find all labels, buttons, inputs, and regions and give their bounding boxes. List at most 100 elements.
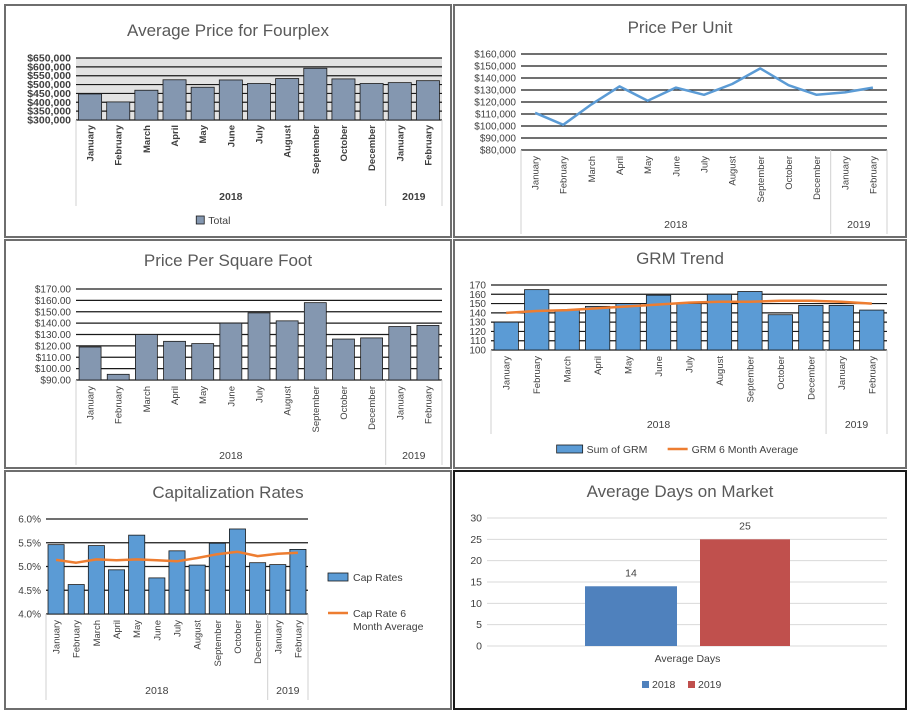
group-label-2019: 2019 (402, 191, 426, 203)
legend-swatch (195, 215, 205, 225)
bar-february-12 (289, 549, 307, 615)
x-category-label: March (92, 620, 103, 646)
y-tick-label: $80,000 (480, 146, 517, 157)
x-category-label: September (311, 125, 322, 174)
x-category-label: May (198, 124, 209, 143)
legend: Cap Rates Cap Rate 6 Month Average (327, 572, 424, 633)
y-tick-label: $100.00 (35, 364, 72, 375)
x-category-label: January (840, 156, 851, 190)
x-category-label: Average Days (655, 653, 721, 665)
bar-october-9 (228, 528, 246, 615)
line-series (534, 67, 874, 127)
bar-january-0 (47, 544, 65, 615)
x-category-label: July (173, 620, 184, 637)
bar-march-2 (134, 89, 159, 121)
y-tick-label: $110,000 (475, 110, 516, 121)
x-category-label: January (52, 620, 63, 654)
x-category-label: June (152, 620, 163, 641)
bar-may-4 (190, 86, 215, 121)
bar-2019 (700, 539, 790, 646)
x-category-label: July (255, 124, 266, 144)
x-category-label: February (72, 620, 83, 658)
bar-may-4 (615, 303, 641, 351)
x-category-label: March (587, 156, 598, 182)
x-category-label: August (283, 386, 294, 416)
y-tick-label: $100,000 (474, 122, 516, 133)
y-tick-label: 140 (469, 308, 486, 319)
x-category-label: July (700, 156, 711, 173)
legend-label: Total (208, 215, 230, 227)
x-category-label: June (226, 125, 237, 147)
x-category-label: May (132, 620, 143, 638)
x-category-label: February (423, 124, 434, 165)
y-tick-label: $120.00 (35, 341, 72, 352)
x-category-label: February (114, 124, 125, 165)
y-tick-label: 30 (470, 513, 482, 525)
legend: 2018 2019 (642, 679, 722, 691)
x-category-label: October (339, 386, 350, 420)
y-tick-label: $450,000 (27, 88, 71, 100)
chart-title: Price Per Square Foot (144, 251, 312, 270)
y-tick-label: 15 (470, 577, 482, 589)
y-tick-label: $650,000 (27, 53, 71, 65)
bar-september-8 (208, 542, 226, 615)
x-category-label: January (395, 386, 406, 420)
x-category-label: September (311, 386, 322, 432)
x-category-label: April (593, 356, 604, 375)
x-category-label: February (423, 386, 434, 424)
group-label-2019: 2019 (276, 685, 300, 697)
bar-february-12 (415, 80, 440, 121)
bar-july-6 (168, 550, 186, 615)
bar-june-5 (148, 577, 166, 615)
x-category-label: December (367, 386, 378, 430)
y-tick-label: 4.5% (18, 586, 41, 597)
bar-august-7 (706, 293, 733, 351)
bar-february-1 (67, 584, 85, 615)
x-category-label: March (142, 386, 153, 412)
x-category-label: December (812, 156, 823, 200)
x-category-label: March (142, 125, 153, 153)
bar-july-6 (676, 303, 702, 351)
y-tick-label: 170 (469, 281, 486, 292)
chart-title: Price Per Unit (628, 18, 733, 37)
bar-september-8 (303, 67, 328, 121)
x-category-label: August (193, 620, 204, 650)
x-category-label: September (213, 620, 224, 666)
line-grm-6-month-average (506, 299, 872, 315)
bar-january-11 (388, 326, 412, 381)
y-tick-label: 120 (469, 327, 486, 338)
group-label-2018: 2018 (647, 419, 671, 431)
y-tick-label: $140,000 (474, 74, 516, 85)
bar-january-0 (78, 346, 102, 381)
y-tick-label: $400,000 (27, 97, 71, 109)
group-label-2019: 2019 (402, 450, 426, 462)
bar-december-10 (249, 562, 267, 615)
x-category-label: May (198, 386, 209, 404)
y-tick-label: $170.00 (35, 285, 72, 296)
data-label: 25 (739, 520, 751, 532)
x-category-label: August (283, 124, 294, 158)
y-tick-label: $120,000 (474, 98, 516, 109)
bar-january-11 (387, 82, 412, 121)
legend-label: Cap Rates (353, 572, 403, 584)
x-category-label: August (715, 356, 726, 386)
group-label-2019: 2019 (845, 419, 869, 431)
x-category-label: July (255, 386, 266, 403)
y-tick-label: $600,000 (27, 61, 71, 73)
bar-october-9 (332, 338, 355, 381)
x-category-label: April (170, 125, 181, 147)
y-tick-label: $550,000 (27, 70, 71, 82)
y-tick-label: 5 (476, 619, 482, 631)
bar-april-3 (163, 340, 186, 381)
chart-price-per-unit: Price Per Unit $80,000 $90,000 $100,000 $110… (453, 4, 907, 238)
y-tick-label: 4.0% (18, 610, 41, 621)
group-label-2018: 2018 (664, 219, 688, 231)
legend-label: Sum of GRM (587, 444, 648, 456)
y-tick-label: 5.5% (18, 538, 41, 549)
x-category-label: June (226, 386, 237, 407)
group-label-2019: 2019 (847, 219, 871, 231)
x-category-label: January (273, 620, 284, 654)
bar-august-7 (275, 320, 299, 381)
chart-average-days-on-market: Average Days on Market 0 5 10 15 20 25 30 14 25 Av… (453, 470, 907, 710)
legend-swatch (688, 681, 695, 688)
